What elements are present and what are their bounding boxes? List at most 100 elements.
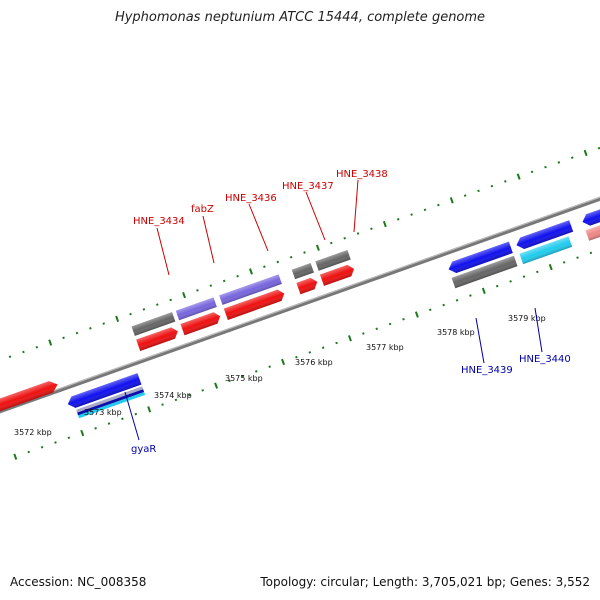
leader-hne3438 — [353, 179, 359, 233]
gene-label-hne3434[interactable]: HNE_3434 — [133, 216, 185, 227]
gene-hne3436-red[interactable] — [223, 288, 286, 320]
upper-track-minor-tick — [222, 279, 226, 283]
upper-track-major-tick — [382, 220, 387, 228]
lower-track-minor-tick — [174, 398, 178, 402]
lower-track-minor-tick — [589, 251, 593, 255]
upper-track-minor-tick — [35, 346, 39, 349]
kbp-label-3579: 3579 kbp — [508, 314, 546, 323]
gene-label-hne3439[interactable]: HNE_3439 — [461, 365, 513, 376]
upper-track-minor-tick — [156, 303, 159, 306]
upper-track-minor-tick — [370, 227, 373, 231]
lower-track-major-tick — [214, 382, 219, 389]
leader-hne3437 — [305, 191, 326, 241]
upper-track-minor-tick — [490, 184, 494, 188]
upper-track-minor-tick — [330, 241, 333, 245]
gene-label-hne3438[interactable]: HNE_3438 — [336, 169, 388, 180]
upper-track-minor-tick — [303, 251, 306, 254]
lower-track-minor-tick — [469, 294, 472, 297]
leader-hne3436 — [248, 203, 269, 252]
gene-hne3438-grey[interactable] — [315, 250, 351, 271]
upper-track-minor-tick — [463, 194, 467, 197]
lower-track-minor-tick — [576, 256, 579, 259]
lower-track-minor-tick — [402, 317, 405, 321]
gene-fabz-red[interactable] — [180, 311, 222, 336]
gene-gyar-blue[interactable] — [66, 373, 142, 410]
upper-tick-track — [8, 146, 600, 359]
genome-backbone-highlight — [0, 149, 600, 458]
gene-hne3437-red[interactable] — [296, 276, 319, 295]
upper-track-minor-tick — [530, 170, 534, 174]
gene-label-hne3440[interactable]: HNE_3440 — [519, 354, 571, 365]
gene-hne3438-red[interactable] — [319, 263, 356, 286]
upper-track-minor-tick — [62, 336, 65, 340]
gene-hne3436-slate[interactable] — [219, 274, 282, 305]
gene-hne3434-grey[interactable] — [131, 312, 176, 336]
lower-track-minor-tick — [335, 341, 338, 345]
kbp-label-3573: 3573 kbp — [84, 408, 122, 417]
kbp-label-3578: 3578 kbp — [437, 328, 475, 337]
lower-track-minor-tick — [40, 445, 44, 449]
upper-track-minor-tick — [142, 308, 146, 311]
kbp-label-3576: 3576 kbp — [295, 358, 333, 367]
upper-track-major-tick — [516, 173, 521, 180]
gene-label-hne3436[interactable]: HNE_3436 — [225, 193, 277, 204]
lower-track-major-tick — [548, 263, 553, 271]
lower-track-minor-tick — [268, 365, 271, 368]
kbp-label-3575: 3575 kbp — [225, 374, 263, 383]
lower-track-minor-tick — [522, 275, 526, 278]
lower-track-major-tick — [281, 358, 285, 366]
gene-block-left-red[interactable] — [0, 379, 60, 416]
upper-track-major-tick — [115, 315, 120, 322]
kbp-label-3574: 3574 kbp — [154, 391, 192, 400]
gene-label-fabz[interactable]: fabZ — [191, 204, 214, 215]
gene-label-gyar[interactable]: gyaR — [131, 444, 156, 455]
upper-track-minor-tick — [423, 208, 427, 212]
lower-track-major-tick — [80, 429, 85, 437]
upper-track-minor-tick — [343, 236, 346, 240]
gene-hne3437-grey[interactable] — [291, 263, 314, 280]
kbp-label-3577: 3577 kbp — [366, 343, 404, 352]
gene-hne3440-blue[interactable] — [514, 220, 574, 251]
lower-track-minor-tick — [241, 374, 245, 378]
gene-hne3439-grey[interactable] — [451, 255, 518, 289]
gene-right-blue[interactable] — [580, 194, 600, 227]
gene-label-hne3437[interactable]: HNE_3437 — [282, 181, 334, 192]
lower-track-minor-tick — [321, 346, 325, 349]
upper-track-minor-tick — [263, 265, 266, 268]
gene-hne3440-cyan[interactable] — [519, 236, 573, 265]
lower-track-minor-tick — [388, 322, 392, 326]
upper-track-major-tick — [182, 291, 187, 299]
lower-track-minor-tick — [201, 389, 204, 392]
lower-track-major-tick — [414, 311, 419, 318]
gene-gyar-stack[interactable] — [76, 386, 146, 419]
upper-track-major-tick — [48, 339, 53, 346]
upper-track-minor-tick — [22, 350, 25, 354]
leader-hne3434 — [156, 227, 170, 276]
lower-track-major-tick — [481, 287, 486, 294]
lower-track-major-tick — [13, 453, 18, 460]
kbp-label-3572: 3572 kbp — [14, 428, 52, 437]
upper-track-minor-tick — [129, 312, 132, 316]
lower-track-minor-tick — [94, 427, 97, 430]
lower-track-minor-tick — [536, 270, 539, 274]
lower-track-minor-tick — [562, 261, 566, 264]
upper-track-minor-tick — [544, 165, 547, 169]
lower-track-minor-tick — [362, 332, 365, 335]
lower-track-minor-tick — [54, 441, 57, 444]
lower-track-minor-tick — [161, 403, 164, 406]
lower-track-minor-tick — [228, 379, 231, 383]
upper-track-minor-tick — [75, 331, 79, 335]
gene-fabz-slate[interactable] — [175, 297, 217, 321]
upper-track-minor-tick — [276, 260, 280, 264]
lower-track-minor-tick — [308, 351, 312, 354]
lower-track-minor-tick — [428, 308, 432, 312]
lower-track-minor-tick — [295, 355, 298, 359]
gene-hne3434-red[interactable] — [136, 326, 180, 351]
upper-track-major-tick — [583, 149, 588, 157]
upper-track-minor-tick — [356, 232, 360, 235]
lower-track-minor-tick — [254, 370, 258, 373]
gene-hne3439-blue[interactable] — [447, 241, 513, 275]
lower-track-minor-tick — [107, 422, 111, 425]
upper-track-minor-tick — [236, 274, 239, 278]
